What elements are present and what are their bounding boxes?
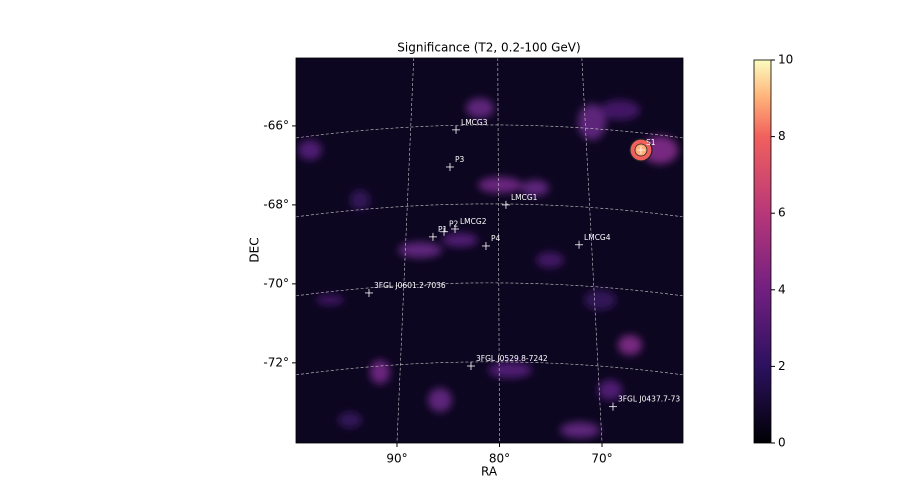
source-label: LMCG1 bbox=[511, 193, 538, 202]
grid-line bbox=[296, 124, 683, 139]
source-label: S1 bbox=[646, 138, 656, 147]
emission-blob bbox=[350, 190, 370, 210]
source-label: LMCG2 bbox=[460, 217, 487, 226]
plot-frame bbox=[295, 57, 684, 444]
emission-blob bbox=[316, 295, 344, 305]
emission-blob bbox=[584, 290, 616, 310]
foreground: -66° -68° -70° -72° 90° 80° 70° 0 2 4 6 8 10 bbox=[263, 53, 793, 466]
emission-blob bbox=[521, 180, 549, 196]
grid-line bbox=[396, 58, 415, 443]
source-marker bbox=[445, 162, 454, 171]
grid-line bbox=[581, 58, 603, 443]
emission-blob bbox=[478, 177, 522, 193]
x-axis-label: RA bbox=[481, 465, 498, 479]
emission-blob bbox=[298, 140, 322, 160]
source-marker bbox=[608, 402, 617, 411]
emission-blob bbox=[488, 362, 532, 378]
source-label: 3FGL J0529.8-7242 bbox=[476, 354, 548, 363]
source-marker bbox=[501, 200, 510, 209]
source-marker bbox=[440, 227, 449, 236]
x-tick-label: 70° bbox=[591, 452, 612, 466]
emission-blob bbox=[338, 412, 362, 428]
colorbar-tick-label: 2 bbox=[778, 359, 786, 373]
grid-line bbox=[296, 282, 683, 297]
y-tick-label: -70° bbox=[263, 276, 289, 290]
emission-blob bbox=[642, 136, 678, 164]
y-tick-label: -66° bbox=[263, 118, 289, 132]
y-tick-label: -68° bbox=[263, 197, 289, 211]
source-label: 3FGL J0437.7-73 bbox=[618, 395, 680, 404]
source-label: LMCG3 bbox=[461, 118, 488, 127]
source-marker bbox=[466, 362, 475, 370]
grid-line bbox=[296, 203, 683, 218]
emission-blob bbox=[560, 422, 600, 438]
colorbar-tick-label: 8 bbox=[778, 129, 786, 143]
x-tick-label: 90° bbox=[386, 452, 407, 466]
map-background bbox=[296, 58, 683, 443]
source-marker bbox=[451, 224, 460, 233]
colorbar bbox=[753, 59, 772, 444]
x-tick-label: 80° bbox=[489, 452, 510, 466]
grid-line bbox=[497, 58, 500, 443]
grid-line bbox=[296, 361, 683, 376]
emission-blob bbox=[466, 98, 494, 118]
source-label: 3FGL J0601.2-7036 bbox=[374, 281, 446, 290]
emission-blob bbox=[442, 233, 478, 247]
emission-blob bbox=[598, 380, 622, 400]
colorbar-tick-label: 0 bbox=[778, 436, 786, 450]
colorbar-tick-label: 6 bbox=[778, 206, 786, 220]
colorbar-tick-label: 4 bbox=[778, 282, 786, 296]
source-marker bbox=[481, 241, 490, 250]
emission-blob bbox=[536, 252, 564, 268]
source-marker bbox=[428, 232, 437, 241]
source-label: P3 bbox=[455, 155, 465, 164]
emission-blob bbox=[370, 360, 390, 384]
colorbar-tick-label: 10 bbox=[778, 53, 793, 67]
chart-title: Significance (T2, 0.2-100 GeV) bbox=[397, 41, 580, 55]
emission-blob bbox=[398, 242, 442, 258]
y-axis-label: DEC bbox=[248, 237, 262, 262]
source-label: P1 bbox=[438, 225, 448, 234]
source-marker bbox=[575, 240, 584, 249]
source-label: LMCG4 bbox=[584, 233, 611, 242]
emission-blob bbox=[428, 388, 452, 412]
source-marker bbox=[636, 146, 645, 155]
source-label: P4 bbox=[491, 234, 501, 243]
y-tick-label: -72° bbox=[263, 355, 289, 369]
emission-blob bbox=[600, 100, 640, 120]
source-marker bbox=[452, 125, 461, 134]
emission-blob bbox=[618, 335, 642, 355]
source-marker bbox=[364, 288, 373, 297]
source-label: P2 bbox=[449, 220, 459, 229]
